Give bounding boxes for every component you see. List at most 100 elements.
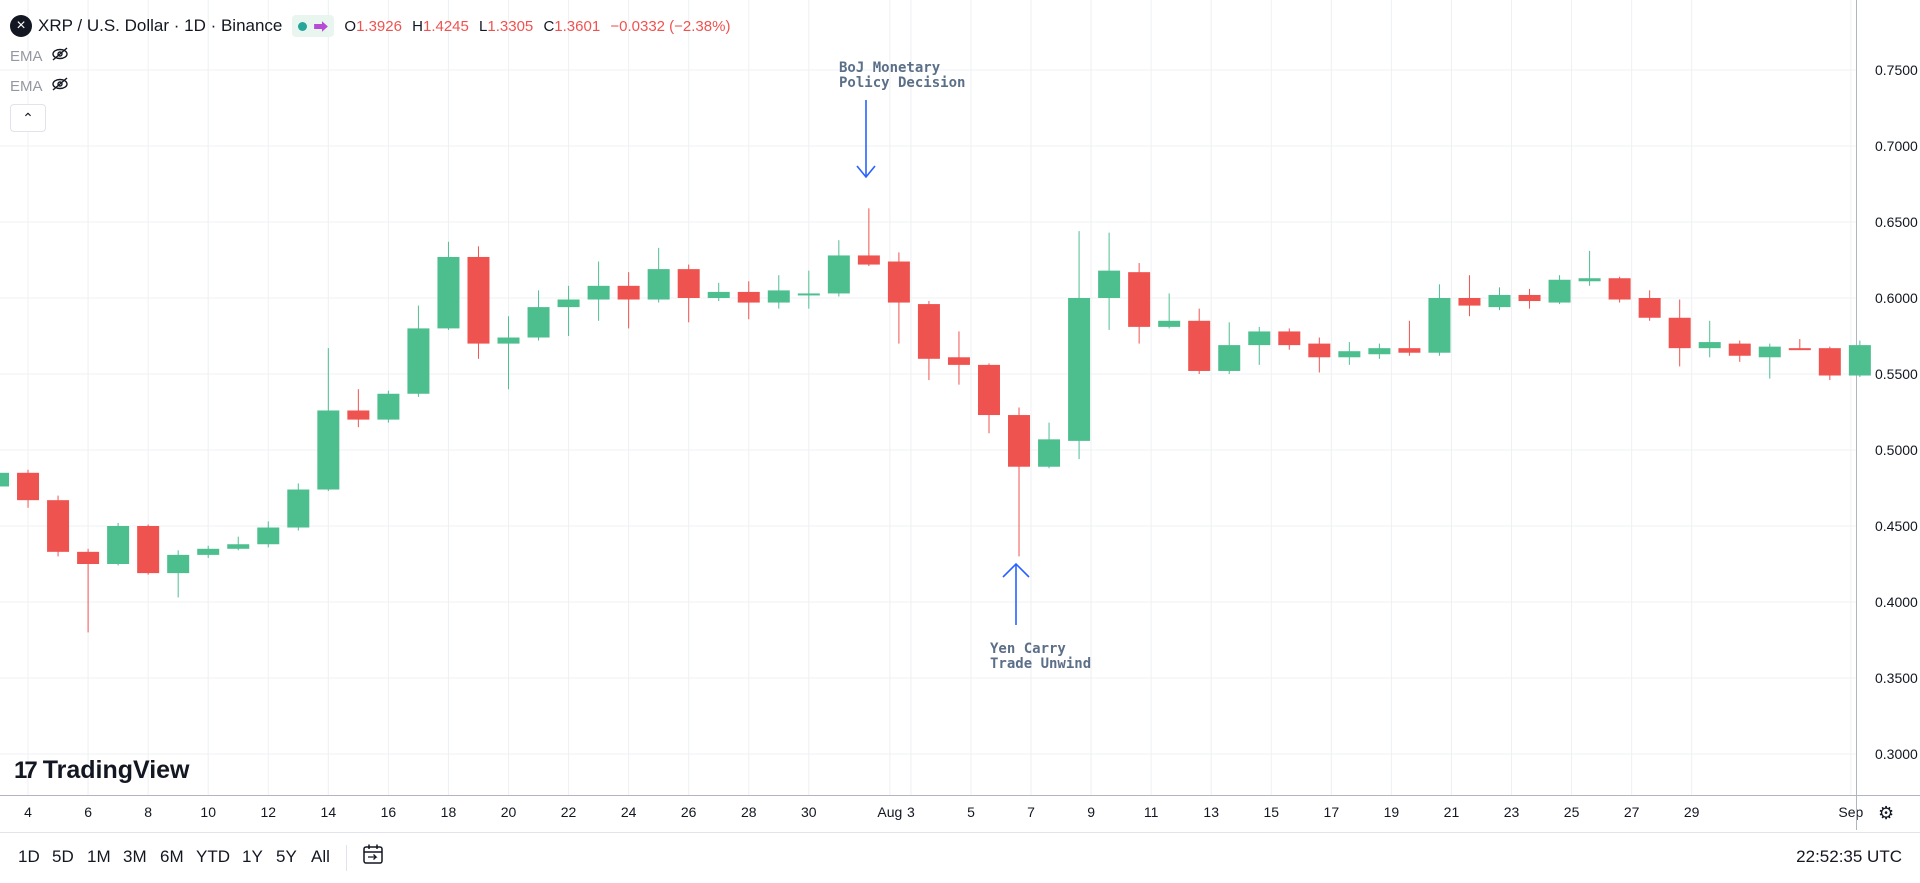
indicator-label: EMA bbox=[10, 47, 43, 65]
x-tick-label: 25 bbox=[1564, 804, 1580, 820]
candle-body bbox=[47, 500, 70, 552]
candle-body bbox=[137, 526, 160, 574]
range-5d-button[interactable]: 5D bbox=[52, 847, 74, 866]
eye-off-icon[interactable] bbox=[51, 77, 69, 95]
y-tick-label: 0.4500 bbox=[1875, 518, 1918, 534]
candle bbox=[1338, 342, 1361, 365]
candle bbox=[1638, 290, 1661, 321]
symbol-title[interactable]: XRP / U.S. Dollar · 1D · Binance bbox=[38, 16, 283, 35]
x-tick-label: 5 bbox=[967, 804, 975, 820]
range-5y-button[interactable]: 5Y bbox=[276, 847, 297, 866]
x-close-icon[interactable]: × bbox=[10, 15, 32, 37]
candle-body bbox=[1668, 317, 1691, 349]
market-open-dot-icon bbox=[298, 21, 308, 31]
candlestick-chart[interactable]: 0.3000 0.3500 0.4000 0.4500 0.5000 0.5500 0.60… bbox=[0, 0, 1920, 830]
candle bbox=[737, 281, 760, 320]
y-tick-label: 0.3000 bbox=[1875, 746, 1918, 762]
x-tick-label: 29 bbox=[1684, 804, 1700, 820]
candle-body bbox=[1458, 298, 1481, 306]
candle-body bbox=[827, 255, 850, 294]
tradingview-logo[interactable]: 17 TradingView bbox=[14, 756, 190, 785]
candle-body bbox=[557, 299, 580, 308]
candle bbox=[227, 536, 250, 551]
candle-body bbox=[197, 548, 220, 555]
x-tick-label: 16 bbox=[381, 804, 397, 820]
candle bbox=[197, 545, 220, 558]
range-all-button[interactable]: All bbox=[311, 847, 330, 866]
indicator-ema-1[interactable]: EMA bbox=[10, 45, 69, 67]
candle bbox=[887, 252, 910, 344]
range-6m-button[interactable]: 6M bbox=[160, 847, 184, 866]
toolbar-divider bbox=[346, 845, 347, 871]
range-ytd-button[interactable]: YTD bbox=[196, 847, 230, 866]
high-value: 1.4245 bbox=[422, 17, 469, 35]
candle-body bbox=[677, 269, 700, 298]
candle-body bbox=[1368, 348, 1391, 355]
x-tick-label: 13 bbox=[1203, 804, 1219, 820]
candle bbox=[707, 282, 730, 302]
candle bbox=[1728, 340, 1751, 362]
x-tick-label: 8 bbox=[144, 804, 152, 820]
candle-body bbox=[767, 290, 790, 303]
candle-body bbox=[227, 544, 250, 549]
candle-body bbox=[857, 255, 880, 265]
candle-body bbox=[77, 551, 100, 564]
candle-body bbox=[1308, 343, 1331, 358]
candle-body bbox=[947, 357, 970, 365]
y-tick-label: 0.5500 bbox=[1875, 366, 1918, 382]
candle-body bbox=[107, 526, 130, 564]
candle-body bbox=[407, 328, 430, 394]
candle bbox=[917, 301, 940, 381]
x-tick-label: 21 bbox=[1444, 804, 1460, 820]
chevron-up-icon: ⌃ bbox=[22, 109, 34, 126]
candle-body bbox=[1638, 298, 1661, 318]
candle-body bbox=[1278, 331, 1301, 346]
candle-body bbox=[287, 489, 310, 528]
candle bbox=[587, 261, 610, 321]
x-tick-label: 11 bbox=[1144, 804, 1159, 820]
x-tick-label: 20 bbox=[501, 804, 517, 820]
candle bbox=[257, 521, 280, 548]
candle bbox=[827, 240, 850, 297]
low-value: 1.3305 bbox=[487, 17, 534, 35]
candle-body bbox=[977, 364, 1000, 416]
candle bbox=[287, 483, 310, 531]
x-tick-label: 12 bbox=[260, 804, 276, 820]
close-value: 1.3601 bbox=[554, 17, 601, 35]
range-3m-button[interactable]: 3M bbox=[123, 847, 147, 866]
x-tick-label: 27 bbox=[1624, 804, 1640, 820]
range-1m-button[interactable]: 1M bbox=[87, 847, 111, 866]
collapse-legend-button[interactable]: ⌃ bbox=[10, 104, 46, 132]
candle-body bbox=[0, 472, 9, 487]
candle-body bbox=[707, 291, 730, 298]
candle bbox=[767, 275, 790, 309]
chart-area[interactable]: 0.3000 0.3500 0.4000 0.4500 0.5000 0.5500 0.60… bbox=[0, 0, 1920, 830]
x-tick-label: 17 bbox=[1324, 804, 1340, 820]
indicator-ema-2[interactable]: EMA bbox=[10, 75, 69, 97]
market-status-pill[interactable]: ⮕ bbox=[292, 15, 335, 37]
range-1d-button[interactable]: 1D bbox=[18, 847, 40, 866]
go-to-date-calendar-icon[interactable] bbox=[362, 843, 384, 865]
utc-clock[interactable]: 22:52:35 UTC bbox=[1796, 847, 1902, 866]
candle-body bbox=[1068, 298, 1091, 441]
candle bbox=[317, 348, 340, 492]
range-1y-button[interactable]: 1Y bbox=[242, 847, 263, 866]
y-tick-label: 0.6500 bbox=[1875, 214, 1918, 230]
candle-body bbox=[1248, 331, 1271, 346]
candle bbox=[1398, 320, 1421, 356]
indicator-label: EMA bbox=[10, 77, 43, 95]
y-tick-label: 0.5000 bbox=[1875, 442, 1918, 458]
chart-settings-gear-icon[interactable]: ⚙ bbox=[1878, 803, 1895, 823]
x-tick-label: 9 bbox=[1087, 804, 1095, 820]
annotation-boj: BoJ Monetary Policy Decision bbox=[839, 60, 966, 91]
x-tick-label: 14 bbox=[321, 804, 337, 820]
candle bbox=[1038, 422, 1061, 469]
candle-body bbox=[1758, 346, 1781, 358]
candle-body bbox=[737, 291, 760, 303]
candle bbox=[977, 363, 1000, 434]
x-tick-label: Sep bbox=[1838, 804, 1863, 820]
candle bbox=[1608, 276, 1631, 303]
y-tick-label: 0.6000 bbox=[1875, 290, 1918, 306]
candle bbox=[1308, 337, 1331, 373]
eye-off-icon[interactable] bbox=[51, 47, 69, 65]
